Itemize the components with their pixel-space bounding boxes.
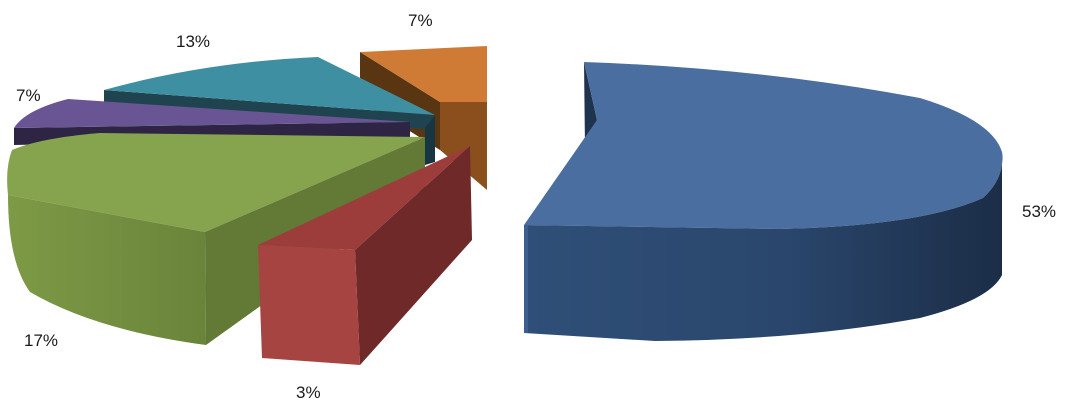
label-3-percent: 3%: [296, 383, 321, 402]
slice-teal-top: [104, 57, 435, 115]
label-7-percent-purple: 7%: [16, 86, 41, 105]
slice-red-top: [258, 146, 470, 250]
slice-purple-top: [14, 99, 410, 128]
slice-red-front: [258, 245, 360, 365]
slice-red-side-right: [355, 146, 472, 365]
label-7-percent-orange: 7%: [408, 11, 433, 30]
slice-blue-top: [524, 62, 1003, 229]
slice-blue-front-face: [524, 225, 528, 333]
slice-3-percent-red: [258, 146, 472, 365]
label-53-percent: 53%: [1022, 202, 1056, 221]
slice-53-percent-blue: [524, 62, 1003, 341]
label-13-percent: 13%: [176, 32, 210, 51]
slice-green-top: [7, 133, 425, 232]
slice-orange-top: [360, 46, 487, 102]
label-17-percent: 17%: [24, 331, 58, 350]
slice-orange-side: [440, 102, 487, 190]
slice-teal-side: [425, 115, 435, 165]
slice-blue-side: [524, 152, 1003, 341]
slice-green-side-front: [8, 195, 206, 345]
